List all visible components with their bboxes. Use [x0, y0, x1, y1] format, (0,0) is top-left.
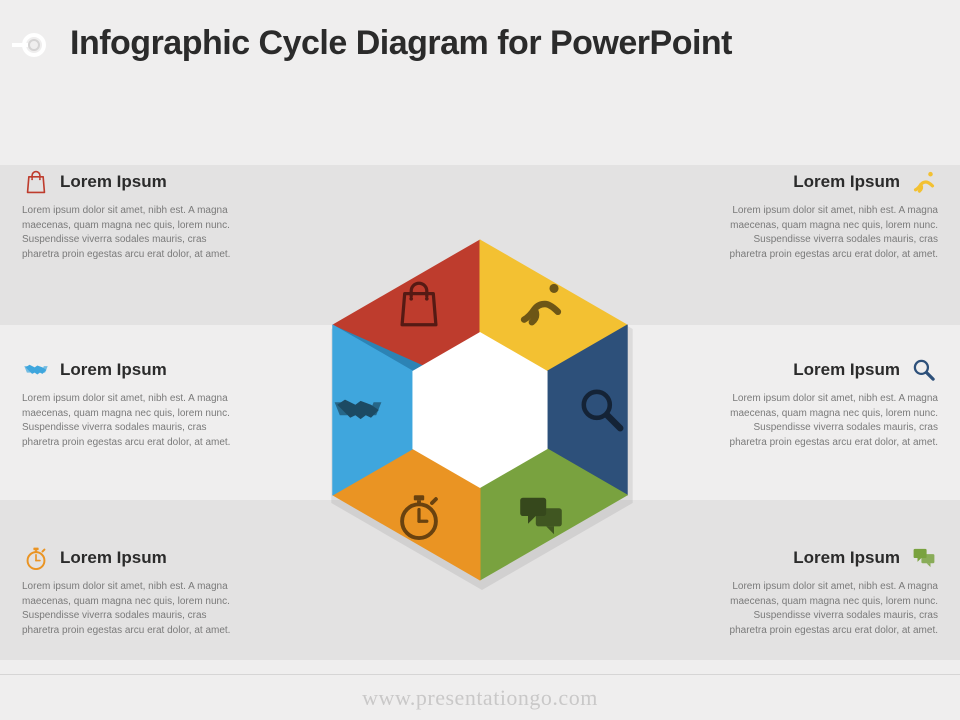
info-item-search: Lorem Ipsum Lorem ipsum dolor sit amet, …: [722, 356, 938, 450]
info-item-title: Lorem Ipsum: [60, 360, 167, 380]
info-item-title: Lorem Ipsum: [793, 360, 900, 380]
info-item-stopwatch: Lorem Ipsum Lorem ipsum dolor sit amet, …: [22, 544, 238, 638]
info-item-title: Lorem Ipsum: [793, 172, 900, 192]
info-item-title: Lorem Ipsum: [793, 548, 900, 568]
info-item-body: Lorem ipsum dolor sit amet, nibh est. A …: [22, 392, 238, 450]
info-item-title: Lorem Ipsum: [60, 172, 167, 192]
info-item-chat: Lorem Ipsum Lorem ipsum dolor sit amet, …: [722, 544, 938, 638]
info-item-runner: Lorem Ipsum Lorem ipsum dolor sit amet, …: [722, 168, 938, 262]
footer-url: www.presentationgo.com: [362, 685, 598, 711]
info-item-body: Lorem ipsum dolor sit amet, nibh est. A …: [22, 580, 238, 638]
cycle-hexagon: [300, 230, 660, 590]
info-item-body: Lorem ipsum dolor sit amet, nibh est. A …: [722, 204, 938, 262]
info-item-title: Lorem Ipsum: [60, 548, 167, 568]
chat-icon: [910, 544, 938, 572]
bag-icon: [22, 168, 50, 196]
stopwatch-icon: [22, 544, 50, 572]
info-item-body: Lorem ipsum dolor sit amet, nibh est. A …: [22, 204, 238, 262]
info-item-handshake: Lorem Ipsum Lorem ipsum dolor sit amet, …: [22, 356, 238, 450]
page-title: Infographic Cycle Diagram for PowerPoint: [70, 24, 920, 63]
runner-icon: [910, 168, 938, 196]
info-item-bag: Lorem Ipsum Lorem ipsum dolor sit amet, …: [22, 168, 238, 262]
handshake-icon: [22, 356, 50, 384]
magnifier-icon: [910, 356, 938, 384]
info-item-body: Lorem ipsum dolor sit amet, nibh est. A …: [722, 580, 938, 638]
info-item-body: Lorem ipsum dolor sit amet, nibh est. A …: [722, 392, 938, 450]
header-bullet-icon: [12, 28, 46, 62]
